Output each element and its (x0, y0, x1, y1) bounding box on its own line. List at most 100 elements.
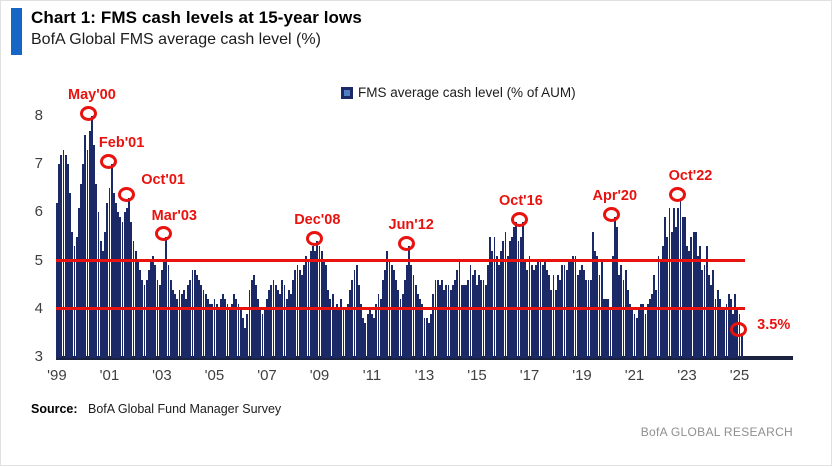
bar (64, 154, 67, 358)
bar (126, 207, 128, 358)
bar (629, 304, 632, 358)
bar (382, 279, 384, 358)
bar (93, 144, 96, 358)
bar (248, 289, 251, 358)
bar (101, 251, 104, 358)
bar (191, 270, 194, 358)
bar (176, 299, 179, 358)
annotation-circle (305, 230, 323, 246)
bar (215, 304, 218, 358)
bar (611, 255, 614, 358)
bar (718, 299, 721, 358)
bar (169, 279, 172, 358)
bar (355, 265, 358, 358)
bar (635, 318, 638, 358)
annotation-circle (154, 226, 172, 241)
bar (115, 202, 117, 358)
annotation-circle (100, 153, 118, 169)
chart-title: Chart 1: FMS cash levels at 15-year lows (31, 8, 362, 27)
bar (329, 299, 332, 358)
bar (605, 299, 607, 358)
x-tick-label: '07 (257, 367, 277, 384)
bar (75, 236, 78, 358)
bar (279, 294, 281, 358)
bar (134, 251, 137, 358)
y-tick-label: 8 (34, 107, 43, 124)
bar (112, 193, 115, 358)
bar (581, 265, 583, 358)
annotation-label: Oct'16 (499, 193, 543, 209)
bar (198, 279, 201, 358)
bar (351, 279, 354, 358)
bar (272, 279, 275, 358)
bar (226, 304, 229, 358)
x-tick-label: '99 (47, 367, 67, 384)
accent-bar (11, 8, 22, 55)
bar (508, 241, 511, 358)
bar (482, 279, 485, 358)
bar (622, 279, 625, 358)
bar (471, 275, 474, 358)
y-tick-label: 3 (34, 348, 43, 365)
legend-label: FMS average cash level (% of AUM) (358, 85, 576, 100)
annotation-circle (117, 187, 135, 203)
bar (392, 270, 395, 358)
bar (563, 265, 566, 358)
bar (456, 270, 459, 358)
bar (434, 279, 437, 358)
bar (178, 289, 181, 358)
annotation-circle (669, 187, 686, 203)
bar (517, 241, 520, 358)
x-tick-label: '19 (572, 367, 592, 384)
bar (301, 275, 303, 358)
bar (252, 275, 255, 358)
bar (583, 270, 586, 358)
reference-line (56, 259, 745, 263)
bar (121, 222, 124, 358)
bar (331, 294, 334, 358)
bar (438, 284, 441, 358)
bar (202, 289, 205, 358)
bar (325, 265, 327, 358)
bar (574, 255, 577, 358)
bar (237, 304, 240, 358)
bar (246, 313, 249, 358)
bar (80, 183, 82, 358)
bar (478, 275, 481, 358)
bar (340, 299, 343, 358)
bar (327, 289, 330, 358)
bar (204, 294, 207, 358)
bar (266, 299, 268, 358)
bar (239, 308, 242, 358)
bar (449, 289, 452, 358)
bar (504, 231, 507, 358)
bar (174, 294, 176, 358)
bar (314, 251, 316, 358)
bar (213, 299, 216, 358)
bar (541, 265, 544, 358)
bar (576, 275, 579, 358)
x-tick-label: '09 (309, 367, 330, 384)
bar (493, 236, 496, 358)
bar (257, 299, 260, 358)
bar (397, 289, 400, 358)
bar (690, 236, 693, 358)
bar (88, 130, 91, 358)
bar (532, 270, 535, 358)
bar (497, 265, 500, 358)
bar (723, 308, 726, 358)
bar (637, 308, 640, 358)
bar (366, 313, 369, 358)
bar (305, 255, 308, 358)
bar (222, 294, 225, 358)
bar (357, 284, 360, 358)
bar (554, 289, 557, 358)
bar (132, 241, 135, 358)
x-tick-label: '25 (729, 367, 750, 384)
bar (670, 231, 673, 358)
bar (224, 299, 227, 358)
annotation-circle (80, 105, 98, 121)
bar (139, 270, 141, 358)
bar (653, 275, 656, 358)
bar (171, 289, 174, 358)
